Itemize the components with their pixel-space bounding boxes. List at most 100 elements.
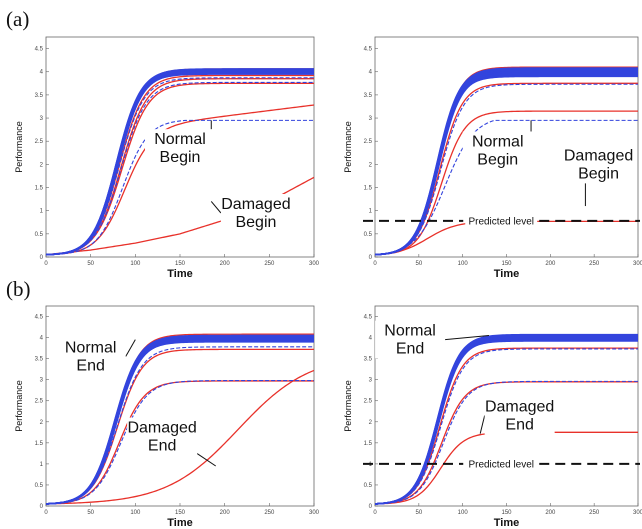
y-tick-label: 0 [40,504,44,510]
y-tick-label: 2 [369,162,373,168]
x-axis-label: Time [494,268,519,280]
x-tick-label: 200 [545,261,556,267]
y-tick-label: 3 [369,116,373,122]
y-tick-label: 0 [369,255,373,261]
panels: 0 50 100 150 200 250 30000.511.522.533.544.5Ti… [14,36,642,529]
annotation-text: End [148,438,176,455]
series-band-line [375,67,638,256]
series-line-dashed [46,119,314,256]
x-axis-label: Time [167,517,192,529]
annotation-text: Damaged [127,420,196,437]
y-axis-label: Performance [14,121,24,173]
annotation-arrow [479,415,486,434]
y-tick-label: 1.5 [364,186,373,192]
x-tick-label: 100 [130,510,141,516]
x-tick-label: 250 [589,510,600,516]
series-group [46,68,314,256]
x-tick-label: 300 [309,261,320,267]
annotation-text: Damaged [485,398,554,415]
y-tick-label: 3 [369,378,373,384]
y-tick-label: 2 [369,420,373,426]
series-band-line [46,68,314,256]
annotation-bg [375,320,446,359]
x-tick-label: 50 [87,510,94,516]
x-tick-label: 50 [415,510,422,516]
series-line-red [375,110,638,256]
predicted-level-label: Predicted level [468,459,534,470]
x-tick-label: 150 [501,510,512,516]
y-tick-label: 1.5 [35,186,44,192]
annotation-arrow [210,201,222,214]
y-tick-label: 1 [40,209,44,215]
y-tick-label: 0.5 [35,483,44,489]
annotation-text: Begin [477,151,518,168]
y-axis-label: Performance [14,380,24,432]
series-group [46,333,314,505]
annotation-bg [145,129,215,168]
row-label-b: (b) [6,277,31,301]
y-tick-label: 0.5 [364,232,373,238]
x-tick-label: 100 [458,510,469,516]
annotation-text: Normal [472,133,524,150]
annotation-arrow [445,334,490,341]
y-tick-label: 3 [40,116,44,122]
annotation-text: End [396,341,424,358]
annotation-bg [563,145,634,184]
x-axis-label: Time [167,268,192,280]
annotation-text: Normal [65,340,117,357]
x-tick-label: 150 [501,261,512,267]
annotation-text: Begin [160,149,201,166]
x-tick-label: 100 [458,261,469,267]
y-tick-label: 3.5 [364,357,373,363]
annotation-text: Begin [578,165,619,182]
y-axis-label: Performance [343,121,353,173]
series-line-red [46,380,314,505]
chart-panel: 05010015020025030000.511.522.533.544.5Ti… [343,305,642,529]
x-tick-label: 0 [373,261,377,267]
annotation-text: End [505,416,533,433]
y-tick-label: 1 [369,209,373,215]
y-tick-label: 4 [40,336,44,342]
annotation-text: Normal [384,323,436,340]
y-tick-label: 4 [369,336,373,342]
annotation-text: Damaged [564,147,633,164]
x-tick-label: 200 [545,510,556,516]
series-line-red [46,369,314,505]
y-tick-label: 0 [40,255,44,261]
annotation-arrow [196,453,217,467]
series-line-dashed [46,346,314,505]
x-tick-label: 100 [130,261,141,267]
annotation-bg [127,417,198,456]
y-tick-label: 3.5 [35,357,44,363]
series-band-line [375,333,638,505]
y-tick-label: 3.5 [364,93,373,99]
annotation-bg [55,337,126,376]
x-tick-label: 250 [264,261,275,267]
y-tick-label: 0.5 [35,232,44,238]
y-tick-label: 4.5 [35,315,44,321]
series-line-dashed [375,380,638,505]
x-tick-label: 300 [633,510,642,516]
series-group [375,333,638,505]
x-tick-label: 0 [373,510,377,516]
x-tick-label: 250 [264,510,275,516]
annotation-text: End [76,358,104,375]
y-tick-label: 2.5 [364,399,373,405]
y-axis-label: Performance [343,380,353,432]
y-tick-label: 3 [40,378,44,384]
y-tick-label: 1.5 [364,441,373,447]
series-line-red [46,104,314,256]
series-line-dashed [375,83,638,256]
y-tick-label: 4.5 [364,315,373,321]
annotation-arrow [125,339,136,357]
y-tick-label: 1.5 [35,441,44,447]
y-tick-label: 2.5 [35,139,44,145]
x-tick-label: 250 [589,261,600,267]
series-line-dashed [46,81,314,256]
annotation-text: Normal [154,131,206,148]
x-tick-label: 300 [633,261,642,267]
annotation-text: Begin [235,214,276,231]
x-axis-label: Time [494,517,519,529]
